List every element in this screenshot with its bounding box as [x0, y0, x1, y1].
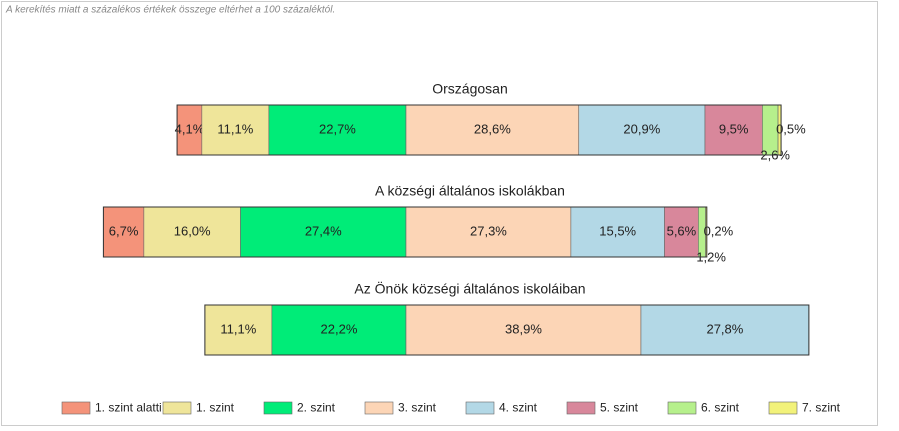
legend-swatch [364, 401, 394, 415]
value-label: 27,3% [470, 223, 507, 238]
value-label: 28,6% [474, 121, 511, 136]
bar-title: Az Önök községi általános iskoláiban [354, 280, 585, 297]
value-label: 11,1% [220, 321, 256, 336]
value-label: 0,2% [704, 223, 734, 238]
legend-swatch [667, 401, 697, 415]
value-label: 9,5% [719, 121, 749, 136]
value-label: 11,1% [217, 121, 253, 136]
legend-swatch [465, 401, 495, 415]
legend-label: 2. szint [297, 401, 336, 415]
note: A kerekítés miatt a százalékos értékek ö… [5, 5, 335, 16]
bar-segment [640, 304, 810, 356]
value-label: 27,8% [706, 321, 743, 336]
bar-segment [405, 206, 572, 258]
value-label: 16,0% [174, 223, 211, 238]
bar-segment [704, 104, 763, 156]
legend-label: 3. szint [398, 401, 437, 415]
value-label: 20,9% [623, 121, 660, 136]
legend-swatch [768, 401, 798, 415]
bar-title: Országosan [432, 81, 507, 97]
value-label: 5,6% [667, 223, 697, 238]
bar-segment [271, 304, 407, 356]
bar-outline [102, 206, 708, 258]
value-label: 15,5% [599, 223, 636, 238]
value-label: 0,5% [776, 121, 806, 136]
bar-segment [240, 206, 407, 258]
value-label: 1,2% [696, 249, 726, 264]
bar-segment [405, 104, 580, 156]
value-label: 22,2% [321, 321, 358, 336]
legend-label: 1. szint alatti [95, 401, 162, 415]
legend-swatch [61, 401, 91, 415]
legend-swatch [162, 401, 192, 415]
legend-swatch [263, 401, 293, 415]
bar-outline [176, 104, 782, 156]
bar-title: A községi általános iskolákban [375, 183, 565, 199]
value-label: 4,1% [175, 121, 205, 136]
legend-label: 6. szint [701, 401, 740, 415]
value-label: 6,7% [109, 223, 139, 238]
value-label: 27,4% [305, 223, 342, 238]
value-label: 38,9% [505, 321, 542, 336]
bar-segment [405, 304, 642, 356]
legend-label: 5. szint [600, 401, 639, 415]
legend-label: 1. szint [196, 401, 235, 415]
bar-segment [201, 104, 270, 156]
value-label: 22,7% [319, 121, 356, 136]
legend-label: 4. szint [499, 401, 538, 415]
bar-segment [143, 206, 241, 258]
legend-swatch [566, 401, 596, 415]
legend-label: 7. szint [802, 401, 841, 415]
bar-outline [204, 304, 810, 356]
